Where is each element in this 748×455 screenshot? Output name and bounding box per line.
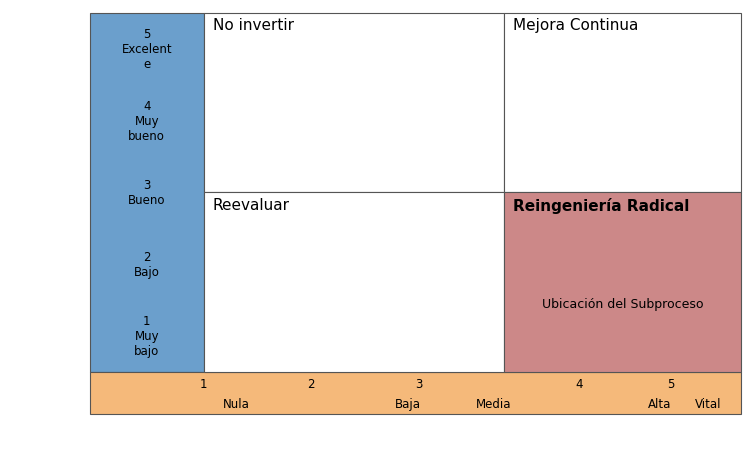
- Text: 1
Muy
bajo: 1 Muy bajo: [134, 315, 159, 358]
- Text: 2: 2: [307, 377, 315, 390]
- Text: Baja: Baja: [395, 397, 420, 410]
- Bar: [504, 14, 741, 193]
- Text: 4: 4: [576, 377, 583, 390]
- Text: Reingeniería Radical: Reingeniería Radical: [513, 197, 690, 213]
- Text: 2
Bajo: 2 Bajo: [134, 251, 159, 278]
- Bar: [90, 14, 203, 372]
- Text: Nula: Nula: [222, 397, 249, 410]
- Text: 4
Muy
bueno: 4 Muy bueno: [128, 100, 165, 142]
- Bar: [203, 193, 504, 372]
- Text: 5: 5: [667, 377, 675, 390]
- Text: Reevaluar: Reevaluar: [212, 197, 289, 212]
- Text: Mejora Continua: Mejora Continua: [513, 18, 639, 33]
- Text: 1: 1: [200, 377, 207, 390]
- Text: Media: Media: [476, 397, 512, 410]
- Text: 3
Bueno: 3 Bueno: [128, 179, 165, 207]
- Bar: [203, 14, 504, 193]
- Text: Alta: Alta: [649, 397, 672, 410]
- Text: Ubicación del Subproceso: Ubicación del Subproceso: [542, 298, 703, 310]
- Text: 3: 3: [414, 377, 422, 390]
- Text: No invertir: No invertir: [212, 18, 294, 33]
- Bar: [90, 372, 741, 414]
- Text: 5
Excelent
e: 5 Excelent e: [121, 28, 172, 71]
- Text: Vital: Vital: [695, 397, 722, 410]
- Bar: [504, 193, 741, 372]
